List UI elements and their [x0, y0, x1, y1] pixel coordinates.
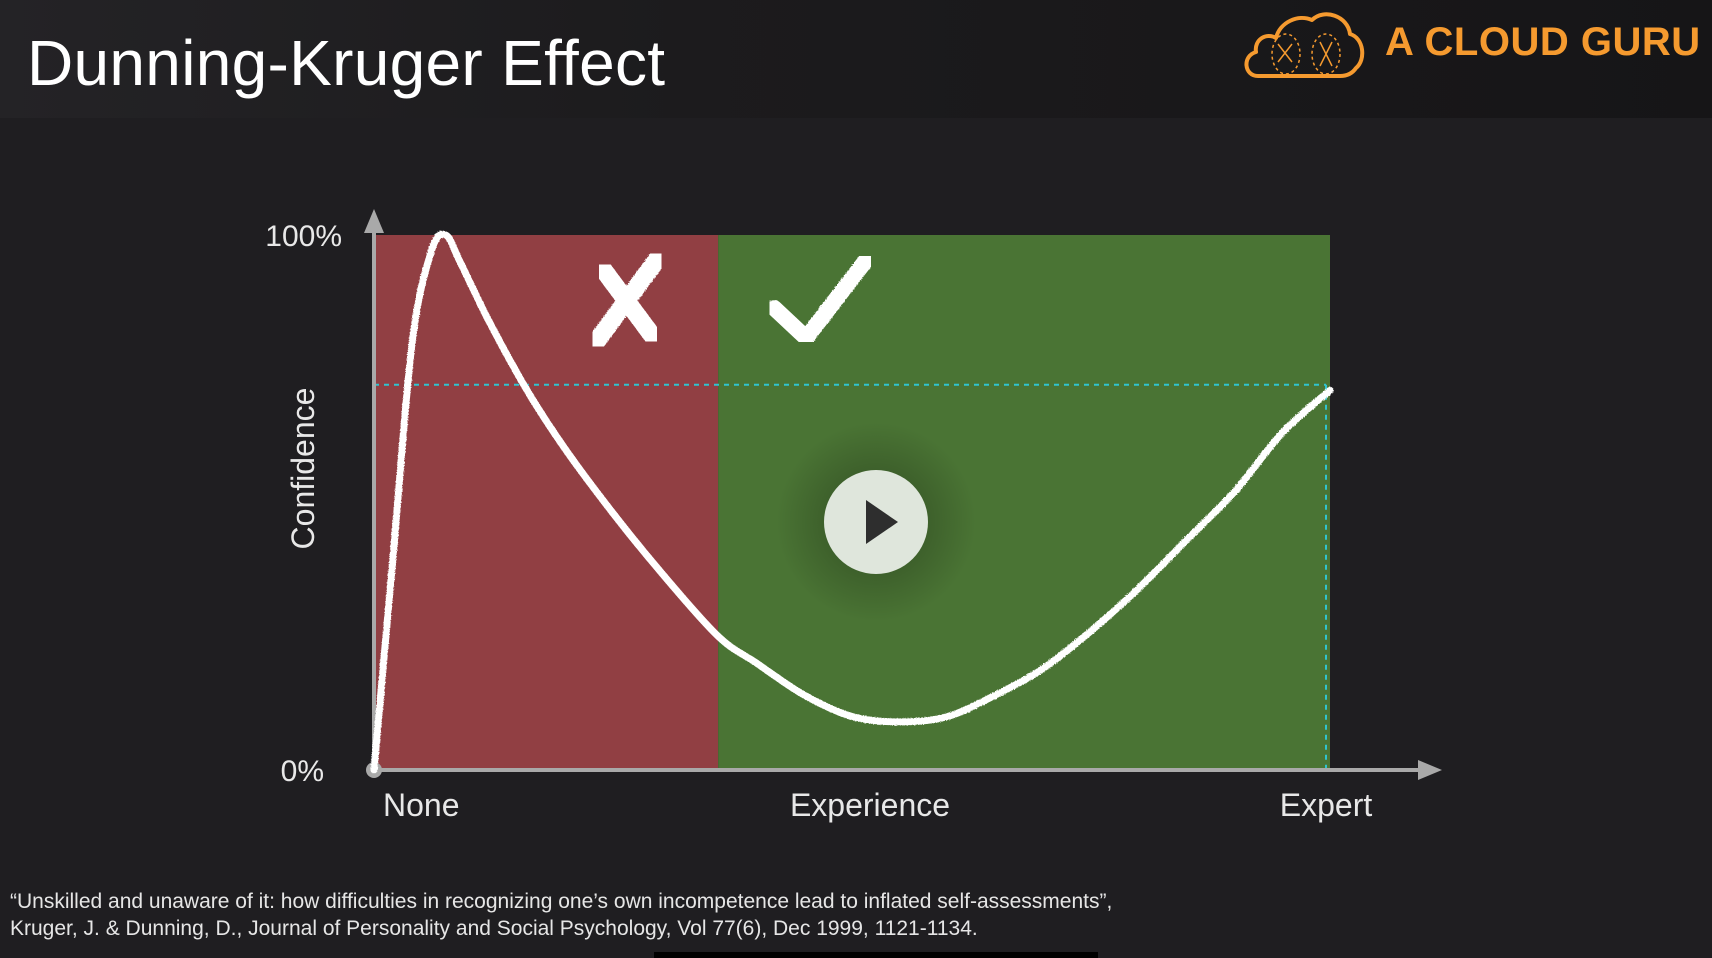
y-axis-label: Confidence — [285, 388, 321, 550]
citation-line-1: “Unskilled and unaware of it: how diffic… — [10, 890, 1113, 913]
cross-mark-icon — [587, 249, 668, 351]
check-mark-stroke — [766, 252, 875, 346]
play-button[interactable] — [776, 422, 976, 622]
x-tick-label-none: None — [383, 787, 460, 823]
y-tick-label-top: 100% — [265, 220, 342, 253]
citation-line-2: Kruger, J. & Dunning, D., Journal of Per… — [10, 917, 978, 940]
citation: “Unskilled and unaware of it: how diffic… — [10, 888, 1112, 942]
x-axis-arrow — [1418, 760, 1442, 780]
slide-header: Dunning-Kruger Effect A CLOUD GURU — [0, 0, 1712, 118]
y-tick-label-bottom: 0% — [281, 755, 324, 788]
cloud-logo-icon — [1244, 12, 1365, 78]
y-axis-arrow — [364, 209, 384, 233]
unaware-region — [374, 235, 719, 770]
play-icon[interactable] — [866, 500, 898, 544]
check-mark-icon — [766, 252, 875, 346]
brand-name: A CLOUD GURU — [1385, 20, 1701, 64]
confidence-curve — [370, 230, 1334, 774]
video-progress-strip — [654, 952, 1098, 958]
cross-mark-stroke-2 — [593, 259, 664, 347]
x-tick-label-experience: Experience — [790, 787, 950, 823]
slide-title: Dunning-Kruger Effect — [27, 27, 666, 99]
brand-logo: A CLOUD GURU — [1240, 10, 1710, 82]
x-tick-label-expert: Expert — [1280, 787, 1373, 823]
